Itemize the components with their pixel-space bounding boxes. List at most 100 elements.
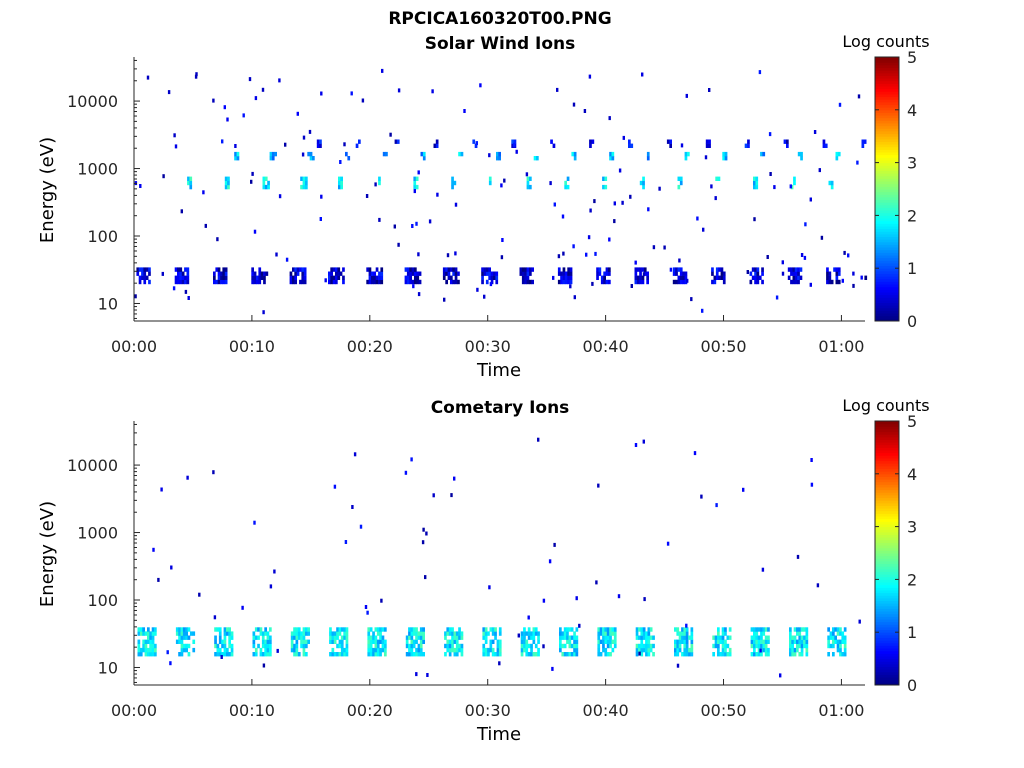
spectrogram-cell xyxy=(500,255,504,260)
spectrogram-cell xyxy=(642,184,645,190)
spectrogram-cell xyxy=(797,275,800,280)
colorbar-segment xyxy=(875,315,899,319)
spectrogram-cell xyxy=(253,279,257,285)
spectrogram-cell xyxy=(285,257,289,262)
colorbar-segment xyxy=(875,629,899,633)
spectrogram-cell xyxy=(603,275,606,280)
colorbar-segment xyxy=(875,173,899,177)
spectrogram-cell xyxy=(408,647,411,653)
spectrogram-cell xyxy=(454,271,458,276)
spectrogram-cell xyxy=(294,267,297,272)
spectrogram-cell xyxy=(677,176,681,181)
spectrogram-cell xyxy=(485,271,489,276)
spectrogram-cell xyxy=(676,663,680,668)
spectrogram-cell xyxy=(681,631,684,636)
spectrogram-cell xyxy=(151,639,155,644)
colorbar-segment xyxy=(875,455,899,459)
spectrogram-cell xyxy=(561,214,565,219)
spectrogram-cell xyxy=(786,139,789,144)
spectrogram-cell xyxy=(417,652,421,657)
spectrogram-cell xyxy=(411,271,415,276)
spectrogram-cell xyxy=(157,577,160,582)
spectrogram-cell xyxy=(329,635,332,640)
spectrogram-cell xyxy=(178,652,181,657)
spectrogram-cell xyxy=(179,275,183,280)
spectrogram-cell xyxy=(345,652,349,657)
spectrogram-cell xyxy=(442,271,446,276)
spectrogram-cell xyxy=(143,267,147,272)
spectrogram-cell xyxy=(635,627,639,632)
spectrogram-cell xyxy=(676,627,680,632)
spectrogram-cell xyxy=(289,275,293,280)
spectrogram-cell xyxy=(453,639,457,644)
colorbar-segment xyxy=(875,125,899,129)
spectrogram-cell xyxy=(458,643,461,649)
colorbar-segment xyxy=(875,236,899,240)
colorbar-segment xyxy=(875,568,899,572)
spectrogram-cell xyxy=(759,648,762,653)
spectrogram-cell xyxy=(223,627,227,632)
colorbar-segment xyxy=(875,157,899,161)
colorbar-segment xyxy=(875,86,899,90)
spectrogram-cell xyxy=(217,275,221,280)
spectrogram-cell xyxy=(598,271,602,276)
spectrogram-cell xyxy=(635,643,639,649)
spectrogram-cell xyxy=(829,635,833,640)
spectrogram-cell xyxy=(781,260,784,265)
spectrogram-cell xyxy=(190,631,193,636)
spectrogram-cell xyxy=(215,267,219,272)
spectrogram-cell xyxy=(498,661,501,666)
spectrogram-cell xyxy=(367,627,371,632)
spectrogram-cell xyxy=(490,275,494,280)
spectrogram-cell xyxy=(753,184,756,190)
spectrogram-cell xyxy=(688,647,691,653)
spectrogram-cell xyxy=(521,279,525,285)
colorbar-segment xyxy=(875,268,899,272)
spectrogram-cell xyxy=(559,635,562,640)
spectrogram-cell xyxy=(564,180,567,186)
spectrogram-cell xyxy=(520,652,524,657)
spectrogram-cell xyxy=(252,639,256,644)
colorbar-segment xyxy=(875,595,899,599)
colorbar-segment xyxy=(875,59,899,63)
spectrogram-cell xyxy=(419,627,423,632)
spectrogram-cell xyxy=(718,275,721,280)
spectrogram-cell xyxy=(302,639,306,644)
spectrogram-cell xyxy=(501,238,504,242)
spectrogram-cell xyxy=(803,643,806,649)
spectrogram-cell xyxy=(711,279,714,285)
spectrogram-cell xyxy=(681,635,684,640)
spectrogram-cell xyxy=(329,627,332,632)
spectrogram-cell xyxy=(613,631,617,636)
spectrogram-cell xyxy=(526,275,530,280)
spectrogram-cell xyxy=(767,635,770,640)
spectrogram-cell xyxy=(254,627,258,632)
spectrogram-cell xyxy=(297,627,301,632)
colorbar-segment xyxy=(875,204,899,208)
colorbar-segment xyxy=(875,167,899,172)
spectrogram-cell xyxy=(573,647,576,653)
spectrogram-cell xyxy=(343,652,346,657)
spectrogram-cell xyxy=(805,647,809,653)
spectrogram-cell xyxy=(411,279,415,285)
spectrogram-cell xyxy=(380,598,383,603)
spectrogram-cell xyxy=(413,189,416,194)
spectrogram-cell xyxy=(566,639,569,644)
spectrogram-cell xyxy=(151,631,155,636)
spectrogram-cell xyxy=(564,271,568,276)
spectrogram-cell xyxy=(417,647,421,653)
spectrogram-cell xyxy=(151,627,155,632)
y-tick-label: 1000 xyxy=(77,524,118,543)
spectrogram-cell xyxy=(800,156,803,161)
spectrogram-cell xyxy=(764,643,768,649)
spectrogram-cell xyxy=(409,271,412,276)
spectrogram-cell xyxy=(482,635,486,640)
spectrogram-cell xyxy=(532,652,536,657)
spectrogram-cell xyxy=(343,627,346,632)
spectrogram-cell xyxy=(642,631,646,636)
spectrogram-cell xyxy=(422,635,425,640)
colorbar-segment xyxy=(875,479,899,483)
spectrogram-cell xyxy=(145,275,149,280)
spectrogram-cell xyxy=(376,639,380,644)
spectrogram-cell xyxy=(475,141,478,146)
